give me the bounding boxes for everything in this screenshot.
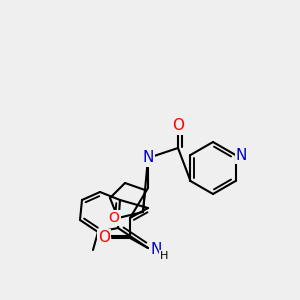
Text: N: N	[150, 242, 162, 257]
Text: O: O	[109, 211, 119, 225]
Text: O: O	[98, 230, 110, 245]
Text: N: N	[142, 151, 154, 166]
Text: H: H	[160, 251, 168, 261]
Text: N: N	[236, 148, 247, 163]
Text: O: O	[172, 118, 184, 134]
